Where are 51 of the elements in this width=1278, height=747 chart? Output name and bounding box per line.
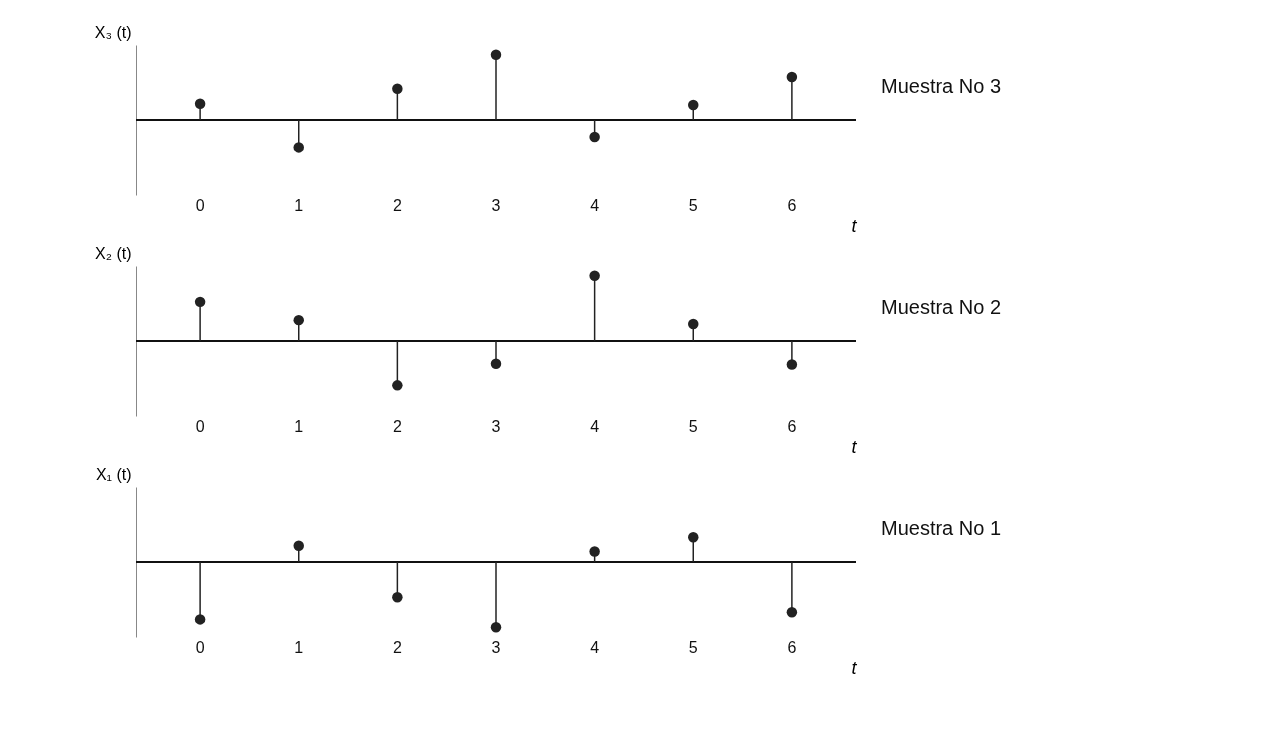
y-axis-title: X₁ (t) xyxy=(95,465,132,483)
point xyxy=(786,359,798,370)
point xyxy=(194,614,206,625)
x-tick-label: 6 xyxy=(787,417,797,435)
point xyxy=(786,606,798,618)
y-axis-title: X₃ (t) xyxy=(94,23,132,41)
x-tick-label: 5 xyxy=(688,417,698,435)
point xyxy=(589,546,600,557)
point xyxy=(688,99,699,111)
x-tick-label: 0 xyxy=(195,417,205,435)
point xyxy=(392,83,403,94)
text: Muestra No 2 xyxy=(881,296,1002,319)
x-tick-label: 4 xyxy=(590,638,600,656)
x-tick-label: 2 xyxy=(392,196,402,214)
x-tick-label: 3 xyxy=(491,638,501,656)
point xyxy=(490,358,502,370)
x-tick-label: 4 xyxy=(590,196,600,214)
x-tick-label: 4 xyxy=(590,417,600,435)
y-axis-title: X₂ (t) xyxy=(95,244,132,262)
point xyxy=(589,270,600,282)
x-axis-title: t xyxy=(851,215,858,236)
x-tick-label: 5 xyxy=(688,638,698,656)
point xyxy=(688,531,699,543)
x-tick-label: 1 xyxy=(294,638,304,656)
x-axis-title: t xyxy=(851,436,858,457)
point xyxy=(392,380,403,391)
x-tick-label: 2 xyxy=(392,417,402,435)
x-tick-label: 3 xyxy=(491,196,501,214)
x-tick-label: 1 xyxy=(294,196,304,214)
x-tick-label: 3 xyxy=(491,417,501,435)
x-tick-label: 0 xyxy=(195,638,205,656)
x-tick-label: 2 xyxy=(392,638,402,656)
point xyxy=(688,318,699,330)
point xyxy=(490,49,502,61)
point xyxy=(194,296,206,308)
point xyxy=(392,591,403,603)
point xyxy=(293,540,304,551)
point xyxy=(194,98,206,109)
point xyxy=(293,314,304,326)
text: Muestra No 1 xyxy=(881,517,1002,540)
text: Muestra No 3 xyxy=(881,75,1002,98)
x-tick-label: 0 xyxy=(195,196,205,214)
x-tick-label: 5 xyxy=(688,196,698,214)
x-tick-label: 1 xyxy=(294,417,304,435)
point xyxy=(293,142,304,153)
point xyxy=(786,71,798,83)
x-tick-label: 6 xyxy=(787,196,797,214)
x-axis-title: t xyxy=(851,657,858,678)
point xyxy=(589,131,600,143)
x-tick-label: 6 xyxy=(787,638,797,656)
point xyxy=(490,621,502,633)
